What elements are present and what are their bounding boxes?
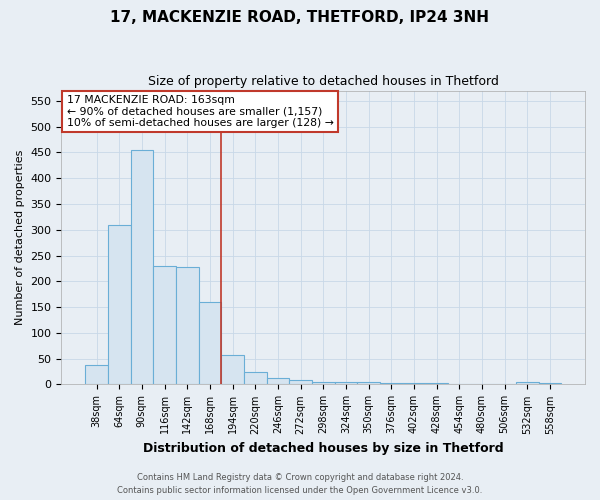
X-axis label: Distribution of detached houses by size in Thetford: Distribution of detached houses by size … (143, 442, 503, 455)
Bar (153, 266, 176, 384)
Y-axis label: Number of detached properties: Number of detached properties (15, 150, 25, 325)
Bar (539, 383, 561, 384)
Bar (199, 302, 221, 384)
Bar (516, 382, 539, 384)
Bar (289, 380, 312, 384)
Text: 17 MACKENZIE ROAD: 163sqm
← 90% of detached houses are smaller (1,157)
10% of se: 17 MACKENZIE ROAD: 163sqm ← 90% of detac… (67, 95, 334, 128)
Bar (357, 382, 380, 384)
Bar (312, 382, 335, 384)
Text: Contains HM Land Registry data © Crown copyright and database right 2024.
Contai: Contains HM Land Registry data © Crown c… (118, 474, 482, 495)
Bar (335, 382, 357, 384)
Bar (131, 150, 153, 384)
Bar (244, 372, 266, 384)
Bar (266, 378, 289, 384)
Title: Size of property relative to detached houses in Thetford: Size of property relative to detached ho… (148, 75, 499, 88)
Text: 17, MACKENZIE ROAD, THETFORD, IP24 3NH: 17, MACKENZIE ROAD, THETFORD, IP24 3NH (110, 10, 490, 25)
Bar (425, 383, 448, 384)
Bar (176, 267, 199, 384)
Bar (85, 365, 108, 384)
Bar (221, 354, 244, 384)
Bar (108, 224, 131, 384)
